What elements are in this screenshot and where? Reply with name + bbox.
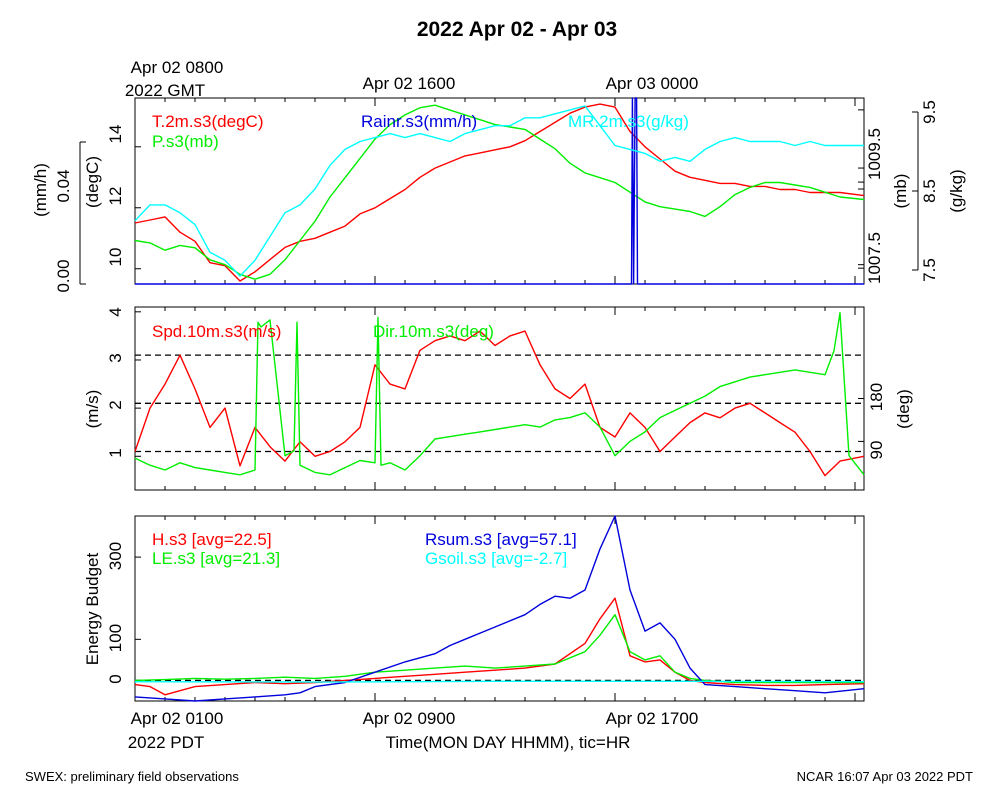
spd-tick: 4 bbox=[106, 307, 125, 316]
panel-energy-frame bbox=[134, 515, 865, 702]
series-dir-10m-s3-deg bbox=[134, 312, 865, 476]
x-axis-label: Time(MON DAY HHMM), tic=HR bbox=[386, 733, 631, 752]
mr-tick: 8.5 bbox=[920, 179, 939, 203]
panel-met: 10 12 14 (degC) 0.00 0.04 (mm/h) 1007.5 … bbox=[31, 97, 966, 293]
spd-tick: 2 bbox=[106, 400, 125, 409]
spd-tick: 3 bbox=[106, 353, 125, 362]
bottom-time-label: Apr 02 0100 bbox=[131, 709, 224, 728]
mr-tick: 7.5 bbox=[920, 258, 939, 282]
series-spd-10m-s3-m-s bbox=[134, 330, 865, 477]
legend-pres: P.s3(mb) bbox=[152, 132, 219, 151]
series-h-s3 bbox=[134, 597, 865, 696]
legend-gsoil: Gsoil.s3 [avg=-2.7] bbox=[425, 549, 567, 568]
dir-tick: 90 bbox=[867, 441, 886, 460]
dir-tick: 180 bbox=[867, 383, 886, 411]
legend-le: LE.s3 [avg=21.3] bbox=[152, 549, 280, 568]
temp-tick: 10 bbox=[106, 248, 125, 267]
footer-right: NCAR 16:07 Apr 03 2022 PDT bbox=[797, 769, 973, 784]
panel-wind-plot bbox=[134, 307, 865, 490]
top-time-labels: Apr 02 0800 2022 GMT Apr 02 1600 Apr 03 … bbox=[125, 58, 698, 100]
spd-tick: 1 bbox=[106, 448, 125, 457]
top-time-label-sub: 2022 GMT bbox=[125, 81, 205, 100]
chart-title: 2022 Apr 02 - Apr 03 bbox=[417, 18, 617, 41]
legend-h: H.s3 [avg=22.5] bbox=[152, 530, 272, 549]
rain-axis-label: (mm/h) bbox=[31, 163, 50, 217]
series-t-2m-s3-degc bbox=[134, 103, 865, 282]
pres-tick: 1007.5 bbox=[865, 232, 884, 284]
series-rainr-s3-mm-h bbox=[135, 97, 864, 285]
temp-tick: 14 bbox=[106, 125, 125, 144]
spd-axis-label: (m/s) bbox=[83, 390, 102, 429]
bottom-time-label: Apr 02 0900 bbox=[363, 709, 456, 728]
mr-axis-label: (g/kg) bbox=[947, 169, 966, 212]
bottom-time-label-sub: 2022 PDT bbox=[128, 733, 205, 752]
mr-tick: 9.5 bbox=[920, 100, 939, 124]
legend-mr: MR.2m.s3(g/kg) bbox=[568, 112, 689, 131]
eb-tick: 300 bbox=[106, 542, 125, 570]
rain-tick: 0.00 bbox=[54, 259, 73, 292]
legend-rsum: Rsum.s3 [avg=57.1] bbox=[425, 530, 577, 549]
dir-axis-label: (deg) bbox=[894, 389, 913, 429]
series-mr-2m-s3-g-kg bbox=[134, 105, 864, 277]
pres-tick: 1009.5 bbox=[865, 128, 884, 180]
top-time-label: Apr 02 1600 bbox=[363, 74, 456, 93]
panel-energy: 0 100 300 Energy Budget H.s3 [avg=22.5] … bbox=[83, 515, 865, 702]
top-time-label: Apr 02 0800 bbox=[131, 58, 224, 77]
rain-tick: 0.04 bbox=[54, 169, 73, 202]
eb-axis-label: Energy Budget bbox=[83, 552, 102, 665]
legend-rain: Rainr.s3(mm/h) bbox=[361, 112, 477, 131]
panel-met-plot bbox=[134, 97, 865, 285]
legend-temp: T.2m.s3(degC) bbox=[152, 112, 263, 131]
series-p-s3-mb bbox=[134, 104, 865, 280]
eb-tick: 0 bbox=[106, 674, 125, 683]
footer-left: SWEX: preliminary field observations bbox=[25, 769, 239, 784]
top-time-label: Apr 03 0000 bbox=[606, 74, 699, 93]
bottom-time-label: Apr 02 1700 bbox=[606, 709, 699, 728]
bottom-time-labels: Apr 02 0100 2022 PDT Apr 02 0900 Apr 02 … bbox=[128, 709, 699, 752]
temp-axis-label: (degC) bbox=[83, 156, 102, 208]
series-gsoil-s3 bbox=[134, 680, 865, 683]
panel-wind: 1 2 3 4 (m/s) 90 180 (deg) Spd.10m.s3(m/… bbox=[83, 306, 913, 491]
temp-tick: 12 bbox=[106, 187, 125, 206]
panel-energy-plot bbox=[134, 515, 865, 702]
series-rsum-s3 bbox=[134, 515, 865, 702]
legend-spd: Spd.10m.s3(m/s) bbox=[152, 322, 281, 341]
pres-axis-label: (mb) bbox=[891, 174, 910, 209]
legend-dir: Dir.10m.s3(deg) bbox=[373, 322, 494, 341]
eb-tick: 100 bbox=[106, 624, 125, 652]
